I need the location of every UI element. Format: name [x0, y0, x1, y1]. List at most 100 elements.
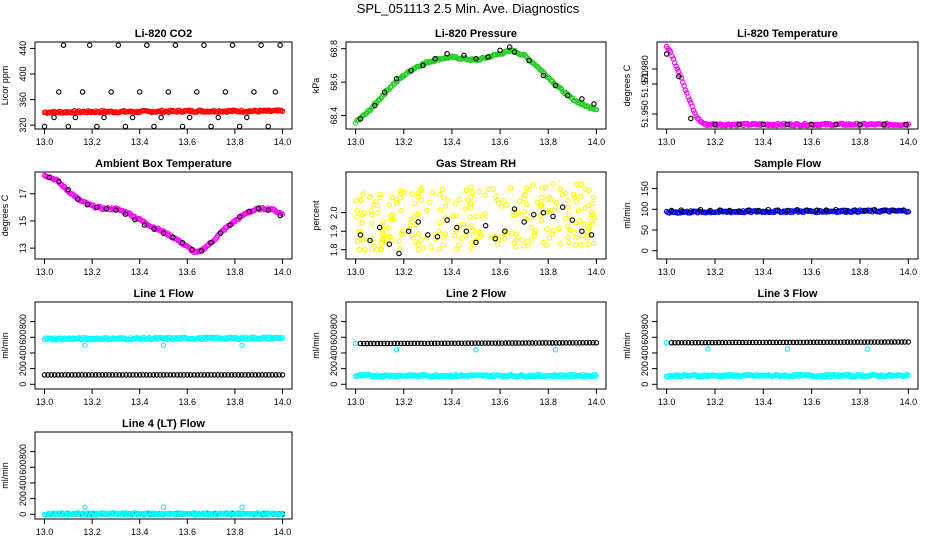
data-point — [851, 339, 857, 345]
data-point — [576, 217, 583, 224]
y-tick-label: 68.8 — [329, 40, 339, 58]
data-point — [573, 198, 579, 204]
data-point — [379, 230, 386, 237]
data-point — [440, 242, 447, 248]
data-point — [793, 339, 800, 346]
data-point — [99, 372, 106, 378]
data-point — [48, 372, 55, 378]
data-point — [848, 339, 854, 345]
data-point — [489, 340, 495, 346]
panel-1: Li-820 Pressure kPa 13.0 13.2 13.4 13.6 13.8 14… — [311, 28, 607, 147]
x-tick-label: 13.2 — [395, 267, 413, 277]
data-point — [773, 339, 780, 346]
panel-title: Line 2 Flow — [446, 288, 506, 300]
data-point — [279, 334, 286, 341]
data-point — [62, 372, 68, 378]
data-point — [539, 194, 545, 201]
data-point — [239, 504, 245, 510]
data-point — [552, 82, 559, 89]
y-tick-label: 1.9 — [329, 225, 339, 238]
data-point — [372, 102, 378, 109]
data-point — [122, 123, 129, 129]
data-point — [116, 372, 123, 378]
data-point — [157, 372, 163, 378]
data-point — [540, 239, 547, 246]
data-point — [198, 372, 204, 378]
data-point — [386, 241, 393, 247]
data-point — [160, 504, 167, 510]
data-point — [677, 72, 683, 78]
data-point — [891, 207, 897, 214]
data-point — [566, 239, 572, 246]
data-point — [540, 72, 547, 79]
data-point — [783, 339, 790, 346]
data-point — [265, 123, 271, 129]
data-point — [668, 340, 675, 346]
data-point — [172, 42, 179, 48]
panel-data — [663, 43, 912, 129]
data-point — [593, 373, 600, 379]
data-point — [215, 114, 221, 121]
y-tick-label: 800 — [640, 314, 650, 329]
data-point — [540, 209, 547, 216]
data-point — [898, 339, 905, 345]
data-point — [186, 114, 193, 121]
data-point — [502, 228, 508, 234]
data-point — [550, 213, 556, 220]
data-point — [794, 206, 800, 213]
x-tick-label: 13.6 — [179, 137, 197, 147]
data-point — [502, 236, 508, 242]
y-axis-label: Licor ppm — [0, 66, 10, 106]
x-tick-label: 13.2 — [706, 397, 724, 407]
data-point — [536, 340, 542, 346]
data-point — [570, 340, 576, 346]
y-axis-label: degrees C — [622, 64, 632, 106]
data-point — [513, 231, 520, 238]
data-point — [358, 198, 364, 204]
x-tick-label: 13.4 — [755, 267, 773, 277]
data-point — [864, 339, 871, 345]
data-point — [719, 339, 725, 346]
data-point — [359, 220, 365, 226]
data-point — [494, 241, 501, 247]
data-point — [368, 246, 375, 253]
y-tick-label: 800 — [18, 444, 28, 459]
data-point — [451, 232, 458, 239]
data-point — [473, 213, 479, 220]
data-point — [784, 207, 791, 214]
data-point — [167, 372, 174, 378]
data-point — [441, 194, 447, 201]
data-point — [75, 196, 81, 202]
y-tick-label: 2.0 — [329, 206, 339, 219]
data-point — [784, 346, 791, 352]
y-tick-label: 50 — [640, 225, 650, 235]
data-point — [583, 340, 590, 346]
data-point — [589, 212, 596, 218]
data-point — [418, 185, 425, 192]
x-tick-label: 14.0 — [588, 397, 606, 407]
data-point — [784, 121, 791, 128]
data-point — [852, 207, 858, 213]
data-point — [262, 372, 269, 378]
data-point — [678, 339, 685, 346]
data-point — [201, 42, 207, 48]
data-point — [482, 222, 489, 229]
series-red — [41, 107, 286, 116]
x-tick-label: 13.0 — [36, 267, 54, 277]
x-tick-label: 13.4 — [131, 137, 149, 147]
x-tick-label: 13.2 — [83, 527, 101, 537]
data-point — [79, 89, 86, 95]
data-point — [862, 207, 868, 214]
data-point — [418, 340, 424, 347]
data-point — [453, 200, 459, 207]
data-point — [414, 340, 421, 347]
data-point — [550, 180, 556, 187]
data-point — [697, 206, 704, 213]
data-point — [221, 372, 228, 378]
data-point — [688, 208, 694, 214]
x-tick-label: 13.6 — [803, 137, 821, 147]
data-point — [492, 235, 499, 242]
data-point — [122, 211, 129, 217]
data-point — [429, 189, 436, 196]
data-point — [468, 223, 474, 229]
